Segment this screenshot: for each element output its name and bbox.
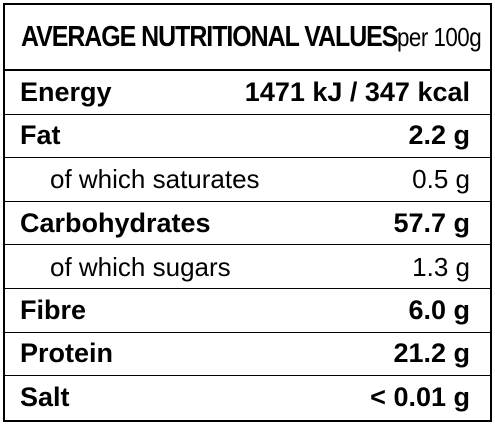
row-label: Fat: [20, 120, 61, 151]
row-value: 1.3 g: [412, 251, 470, 282]
row-protein: Protein 21.2 g: [5, 333, 490, 377]
row-value: 2.2 g: [408, 120, 470, 151]
nutrition-table: AVERAGE NUTRITIONAL VALUES per 100g Ener…: [3, 3, 492, 422]
row-value: 21.2 g: [393, 338, 470, 369]
row-label: Energy: [20, 76, 112, 107]
row-value: 57.7 g: [393, 207, 470, 238]
row-carbohydrates: Carbohydrates 57.7 g: [5, 202, 490, 246]
row-value: 0.5 g: [412, 164, 470, 195]
row-label: Salt: [20, 382, 70, 413]
row-value: < 0.01 g: [370, 382, 470, 413]
row-label: Protein: [20, 338, 114, 369]
row-label: Carbohydrates: [20, 207, 211, 238]
row-sugars: of which sugars 1.3 g: [5, 245, 490, 289]
row-saturates: of which saturates 0.5 g: [5, 158, 490, 202]
row-value: 1471 kJ / 347 kcal: [244, 76, 470, 107]
table-subtitle: per 100g: [397, 21, 482, 52]
row-fat: Fat 2.2 g: [5, 115, 490, 159]
row-label: of which sugars: [50, 251, 231, 282]
row-energy: Energy 1471 kJ / 347 kcal: [5, 71, 490, 115]
table-title: AVERAGE NUTRITIONAL VALUES: [21, 20, 398, 53]
row-fibre: Fibre 6.0 g: [5, 289, 490, 333]
row-value: 6.0 g: [408, 294, 470, 325]
table-header: AVERAGE NUTRITIONAL VALUES per 100g: [5, 5, 490, 71]
row-label: Fibre: [20, 294, 87, 325]
row-salt: Salt < 0.01 g: [5, 376, 490, 420]
row-label: of which saturates: [50, 164, 260, 195]
